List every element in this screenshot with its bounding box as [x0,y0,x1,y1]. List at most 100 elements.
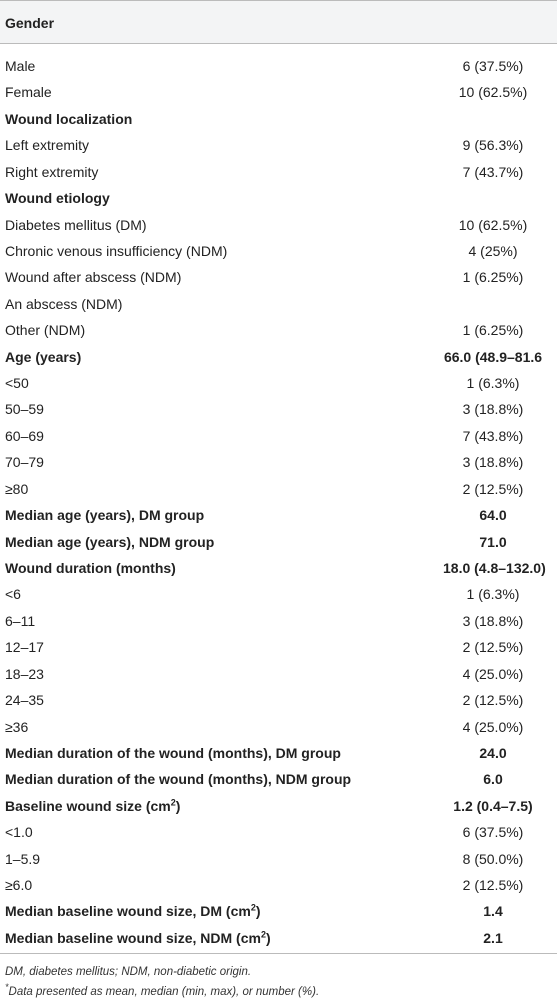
row-value: 66.0 (48.9–81.6 [443,348,543,365]
row-value: 1 (6.3%) [466,586,520,603]
table-row: Male 6 (37.5%) [0,53,557,79]
table-row: ≥36 4 (25.0%) [0,714,557,740]
table-row: <50 1 (6.3%) [0,370,557,396]
row-label: Male [5,58,36,74]
row-value: 10 (62.5%) [458,84,528,101]
table-row: Age (years) 66.0 (48.9–81.6 [0,344,557,370]
row-label: Baseline wound size (cm2) [5,798,180,814]
table-row: 50–59 3 (18.8%) [0,396,557,422]
table-row: Chronic venous insufficiency (NDM) 4 (25%… [0,238,557,264]
row-label: 60–69 [5,427,44,444]
table-row: 6–11 3 (18.8%) [0,608,557,634]
label-part: ) [175,797,181,814]
row-value: 7 (43.8%) [462,427,524,444]
row-label: <6 [5,586,21,603]
table-row: Diabetes mellitus (DM) 10 (62.5%) [0,212,557,238]
row-value: 6.0 [483,771,503,788]
row-label: ≥80 [5,480,29,497]
table-row: ≥6.0 2 (12.5%) [0,872,557,898]
row-label: ≥36 [5,718,29,735]
table-row: Wound localization [0,106,557,132]
table-row: 12–17 2 (12.5%) [0,634,557,660]
row-value: 24.0 [479,744,507,761]
footnote-text: Data presented as mean, median (min, max… [8,986,320,998]
row-label: <1.0 [5,824,33,841]
row-label: Median age (years), DM group [5,507,205,524]
label-part: ) [265,929,271,946]
row-label: Median duration of the wound (months), D… [5,744,341,761]
table-row: Other (NDM) 1 (6.25%) [0,317,557,343]
footnote-mark: * [5,982,9,993]
footnote: DM, diabetes mellitus; NDM, non-diabetic… [5,966,251,978]
row-value: 2 (12.5%) [462,692,524,709]
row-label: 50–59 [5,401,44,418]
label-part: Baseline wound size (cm [5,797,171,814]
row-label: Median duration of the wound (months), N… [5,771,352,788]
table-row: Baseline wound size (cm2) 1.2 (0.4–7.5) [0,793,557,819]
row-value: 3 (18.8%) [462,454,524,471]
row-label: An abscess (NDM) [5,295,123,312]
label-part: ) [255,903,261,920]
table-row: <1.0 6 (37.5%) [0,819,557,845]
table-row: Median age (years), DM group 64.0 [0,502,557,528]
row-value: 4 (25.0%) [462,665,524,682]
table-row: 60–69 7 (43.8%) [0,423,557,449]
row-value: 1 (6.25%) [462,322,524,339]
table-row: Right extremity 7 (43.7%) [0,159,557,185]
row-label: 70–79 [5,454,44,471]
row-label: Female [5,84,52,101]
row-label: Median baseline wound size, NDM (cm2) [5,930,271,946]
row-label: Wound after abscess (NDM) [5,269,182,286]
row-label: Median baseline wound size, DM (cm2) [5,903,261,919]
row-value: 8 (50.0%) [462,850,524,867]
table-row: Median duration of the wound (months), D… [0,740,557,766]
row-value: 4 (25.0%) [462,718,524,735]
row-value: 2.1 [483,929,503,946]
row-label: Chronic venous insufficiency (NDM) [5,242,228,259]
row-label: 18–23 [5,665,44,682]
row-label: Wound localization [5,110,133,127]
row-label: 6–11 [5,612,36,629]
row-value: 10 (62.5%) [458,216,528,233]
row-value: 1 (6.3%) [466,375,520,392]
row-value: 64.0 [479,507,507,524]
table-row: 70–79 3 (18.8%) [0,449,557,475]
table-row: Median baseline wound size, DM (cm2) 1.4 [0,898,557,924]
table-row: 24–35 2 (12.5%) [0,687,557,713]
row-label: Diabetes mellitus (DM) [5,216,147,233]
superscript: 2 [170,797,176,808]
table-row: Median age (years), NDM group 71.0 [0,529,557,555]
row-label: 12–17 [5,639,44,656]
row-label: Other (NDM) [5,322,86,339]
row-value: 3 (18.8%) [462,401,524,418]
table-row: An abscess (NDM) [0,291,557,317]
row-label: 1–5.9 [5,850,41,867]
row-value: 9 (56.3%) [462,137,524,154]
row-value: 6 (37.5%) [462,58,524,74]
table-row: Median baseline wound size, NDM (cm2) 2.1 [0,925,557,951]
footnote: *Data presented as mean, median (min, ma… [5,983,320,998]
row-value: 2 (12.5%) [462,639,524,656]
row-label: <50 [5,375,29,392]
superscript: 2 [260,929,266,940]
footnote-text: DM, diabetes mellitus; NDM, non-diabetic… [5,966,252,978]
row-label: Age (years) [5,348,82,365]
table-row: Median duration of the wound (months), N… [0,766,557,792]
row-value: 4 (25%) [468,242,518,259]
table-row: Wound after abscess (NDM) 1 (6.25%) [0,264,557,290]
row-value: 2 (12.5%) [462,877,524,894]
row-value: 18.0 (4.8–132.0) [443,559,546,576]
table-row: <6 1 (6.3%) [0,581,557,607]
row-value: 1.2 (0.4–7.5) [453,797,533,814]
row-label: Wound duration (months) [5,559,176,576]
row-value: 7 (43.7%) [462,163,524,180]
table-row: Wound duration (months) 18.0 (4.8–132.0) [0,555,557,581]
row-value: 3 (18.8%) [462,612,524,629]
superscript: 2 [250,902,256,913]
table-row: Left extremity 9 (56.3%) [0,132,557,158]
label-part: Median baseline wound size, DM (cm [5,903,251,920]
row-label: Left extremity [5,137,90,154]
label-part: Median baseline wound size, NDM (cm [5,929,261,946]
row-value: 1 (6.25%) [462,269,524,286]
